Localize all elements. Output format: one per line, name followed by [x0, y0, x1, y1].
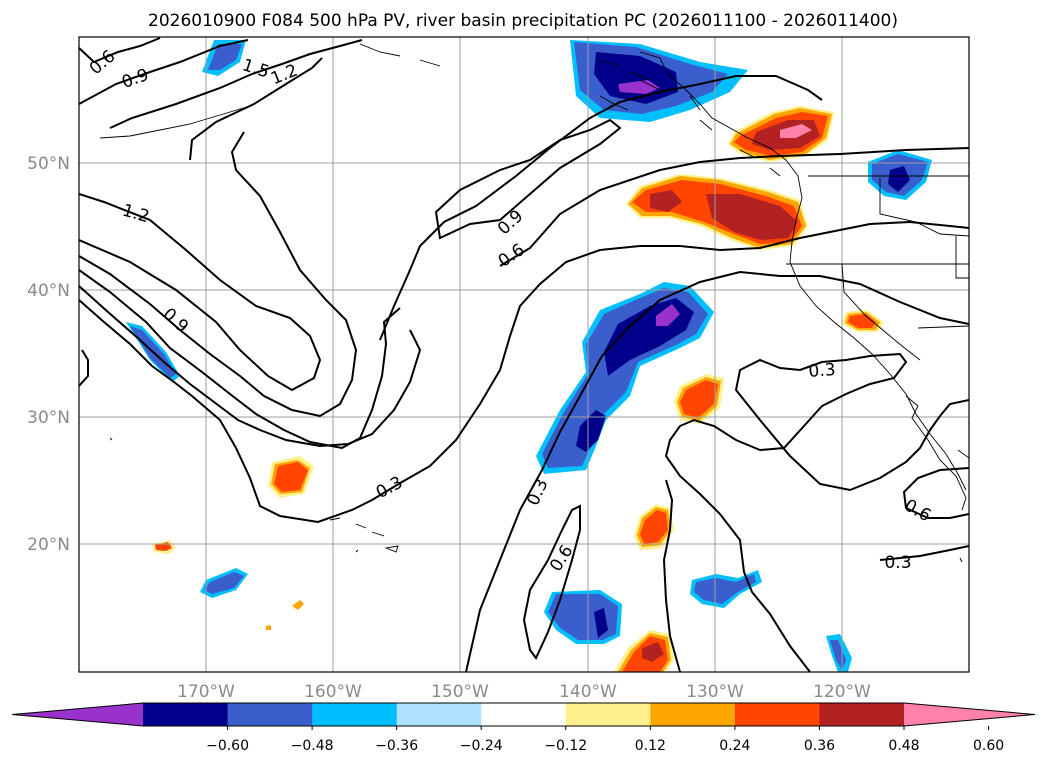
- precip-negative-region: [694, 574, 756, 604]
- graticule: [79, 37, 969, 672]
- precip-positive-region: [680, 380, 718, 418]
- pv-contour-line: [522, 504, 581, 660]
- colorbar-tick-label: 0.60: [973, 738, 1004, 754]
- map-border: [78, 36, 970, 673]
- lon-tick-label: 150°W: [431, 682, 489, 702]
- map-area: [79, 37, 969, 672]
- precip-positive-region: [650, 190, 682, 212]
- map-title: 2026010900 F084 500 hPa PV, river basin …: [148, 11, 898, 31]
- precip-negative-region: [208, 44, 242, 70]
- precip-negative-region: [594, 52, 678, 104]
- pv-contour-line: [79, 131, 358, 418]
- pv-contour-line: [79, 299, 373, 524]
- colorbar-tick-label: −0.60: [206, 738, 249, 754]
- pv-contour-line: [902, 467, 969, 519]
- longitude-axis: 170°W 160°W 150°W 140°W 130°W 120°W: [177, 682, 871, 702]
- colorbar-bin: [565, 703, 651, 726]
- contour-label: 0.3: [808, 360, 836, 382]
- colorbar-bin: [650, 703, 736, 726]
- precip-negative-region: [618, 80, 660, 94]
- colorbar-extend-low: [12, 703, 143, 726]
- pv-contour-line: [879, 545, 969, 561]
- positive-anomaly-regions: [152, 106, 884, 672]
- lon-tick-label: 120°W: [813, 682, 871, 702]
- precip-positive-region: [780, 124, 812, 138]
- pv-contour-line: [434, 118, 622, 240]
- pv-contour-line: [79, 193, 322, 392]
- colorbar-tick-label: −0.12: [544, 738, 587, 754]
- lat-tick-label: 30°N: [27, 408, 70, 428]
- colorbar-bin: [819, 703, 905, 726]
- precip-positive-region: [848, 314, 876, 328]
- colorbar-bin: [734, 703, 820, 726]
- pv-contour-line: [371, 220, 969, 501]
- pv-contour-line: [465, 270, 969, 672]
- colorbar-tick-label: −0.24: [460, 738, 503, 754]
- colorbar-tick-label: 0.48: [888, 738, 919, 754]
- precip-negative-region: [576, 410, 606, 452]
- precip-negative-region: [204, 572, 244, 594]
- precip-positive-region: [706, 194, 798, 240]
- precip-positive-region: [640, 510, 668, 544]
- pv-contour-line: [109, 39, 363, 129]
- lon-tick-label: 160°W: [304, 682, 362, 702]
- lat-tick-label: 50°N: [27, 154, 70, 174]
- precip-negative-region: [594, 608, 608, 638]
- pv-contour-line: [79, 39, 249, 105]
- precip-positive-region: [642, 642, 664, 662]
- colorbar: −0.60 −0.48 −0.36 −0.24 −0.12 0.12 0.24 0.36 0.4…: [11, 702, 1036, 754]
- lat-tick-label: 40°N: [27, 281, 70, 301]
- pv-contour-line: [79, 269, 401, 450]
- pv-contour-line: [79, 349, 89, 387]
- lon-tick-label: 140°W: [559, 682, 617, 702]
- precip-positive-region: [266, 625, 271, 630]
- colorbar-bin: [227, 703, 313, 726]
- lon-tick-label: 170°W: [177, 682, 235, 702]
- colorbar-tick-label: −0.36: [375, 738, 418, 754]
- lat-tick-label: 20°N: [27, 535, 70, 555]
- pv-contour-line: [662, 479, 681, 672]
- colorbar-bin: [396, 703, 482, 726]
- pv-contours: [79, 37, 969, 672]
- pv-contour-line: [189, 57, 323, 161]
- colorbar-tick-label: −0.48: [291, 738, 334, 754]
- pv-contour-line: [379, 75, 823, 341]
- colorbar-outline: [11, 702, 1036, 727]
- colorbar-tick-label: 0.36: [804, 738, 835, 754]
- precip-negative-region: [656, 304, 680, 326]
- colorbar-bin: [143, 703, 229, 726]
- precip-negative-region: [888, 166, 910, 192]
- lon-tick-label: 130°W: [686, 682, 744, 702]
- colorbar-extend-high: [904, 703, 1035, 726]
- pv-contour-line: [79, 285, 422, 448]
- pv-contour-line: [664, 352, 969, 672]
- precip-positive-region: [274, 462, 308, 492]
- colorbar-tick-label: 0.12: [635, 738, 666, 754]
- contour-label: 0.3: [884, 553, 911, 573]
- negative-anomaly-regions: [126, 40, 932, 672]
- pv-contour-line: [499, 147, 969, 267]
- colorbar-tick-label: 0.24: [719, 738, 750, 754]
- colorbar-bin: [312, 703, 398, 726]
- latitude-axis: 50°N 40°N 30°N 20°N: [27, 154, 70, 555]
- pv-contour-line: [79, 37, 161, 64]
- precip-positive-region: [292, 600, 304, 610]
- colorbar-bin: [481, 703, 567, 726]
